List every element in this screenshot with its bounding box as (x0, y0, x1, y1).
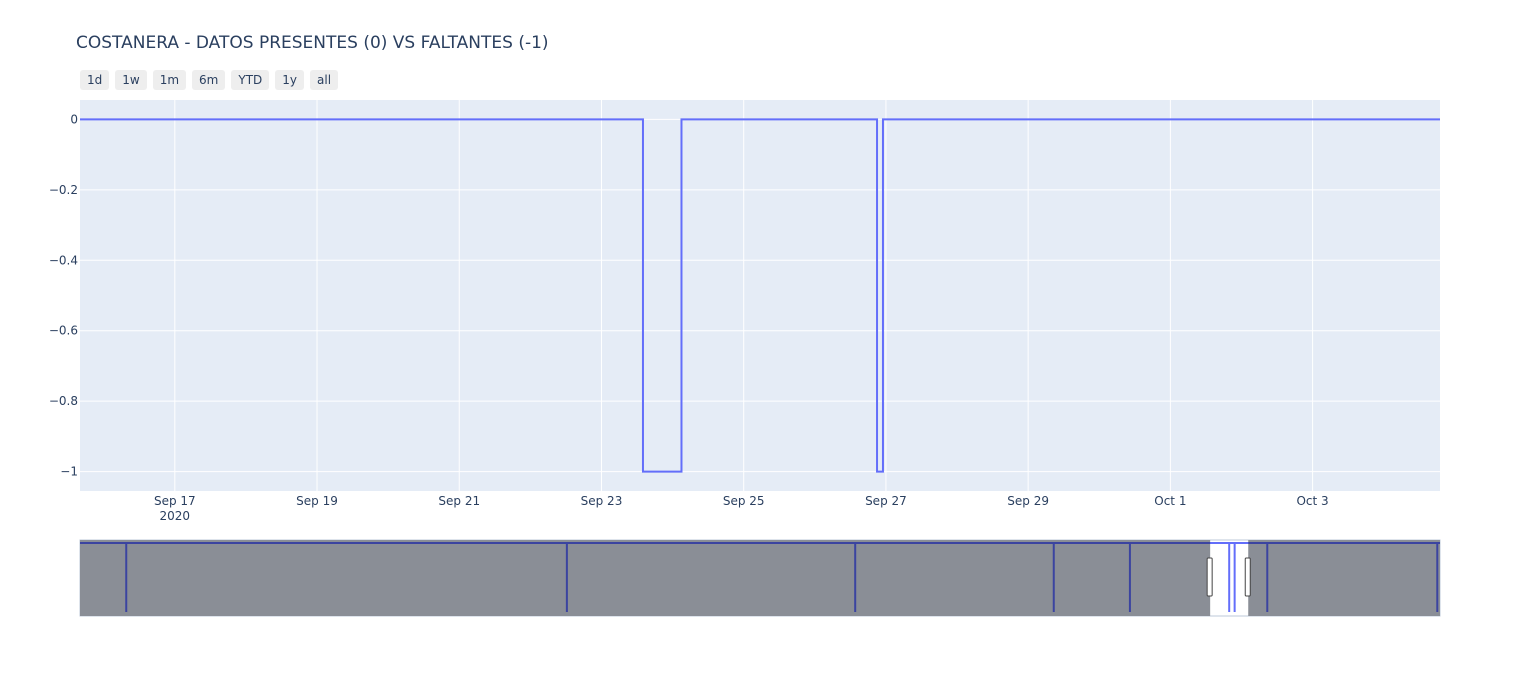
range-selector: 1d 1w 1m 6m YTD 1y all (80, 70, 339, 90)
x-tick-label: Sep 17 (154, 494, 196, 508)
range-button-1y[interactable]: 1y (275, 70, 305, 90)
x-tick-label: Oct 3 (1296, 494, 1328, 508)
x-tick-label: Oct 1 (1154, 494, 1186, 508)
y-tick-label: −0.6 (49, 324, 78, 338)
x-tick-label: Sep 19 (296, 494, 338, 508)
chart-title: COSTANERA - DATOS PRESENTES (0) VS FALTA… (76, 33, 549, 53)
x-tick-label: Sep 27 (865, 494, 907, 508)
range-button-all[interactable]: all (310, 70, 339, 90)
range-button-6m[interactable]: 6m (192, 70, 226, 90)
x-tick-sublabel: 2020 (160, 509, 191, 523)
plot-area[interactable] (80, 100, 1440, 491)
range-button-1w[interactable]: 1w (115, 70, 147, 90)
range-slider-mask-left (80, 540, 1211, 616)
y-tick-label: −0.8 (49, 394, 78, 408)
x-tick-label: Sep 25 (723, 494, 765, 508)
x-tick-label: Sep 21 (438, 494, 480, 508)
range-slider-handle-right[interactable] (1244, 557, 1251, 597)
series-layer (80, 118, 1440, 473)
series-line (80, 118, 1440, 473)
range-slider-mask-right (1248, 540, 1440, 616)
range-slider[interactable] (79, 539, 1441, 617)
y-tick-label: −0.4 (49, 253, 78, 267)
range-button-1d[interactable]: 1d (80, 70, 110, 90)
y-tick-label: 0 (70, 112, 78, 126)
y-axis: 0 −0.2 −0.4 −0.6 −0.8 −1 (49, 112, 78, 478)
x-tick-label: Sep 29 (1007, 494, 1049, 508)
y-tick-label: −0.2 (49, 183, 78, 197)
y-tick-label: −1 (60, 465, 78, 479)
range-button-ytd[interactable]: YTD (231, 70, 270, 90)
range-button-1m[interactable]: 1m (152, 70, 187, 90)
x-tick-label: Sep 23 (581, 494, 623, 508)
grid-lines (80, 100, 1440, 491)
range-slider-handle-left[interactable] (1206, 557, 1213, 597)
